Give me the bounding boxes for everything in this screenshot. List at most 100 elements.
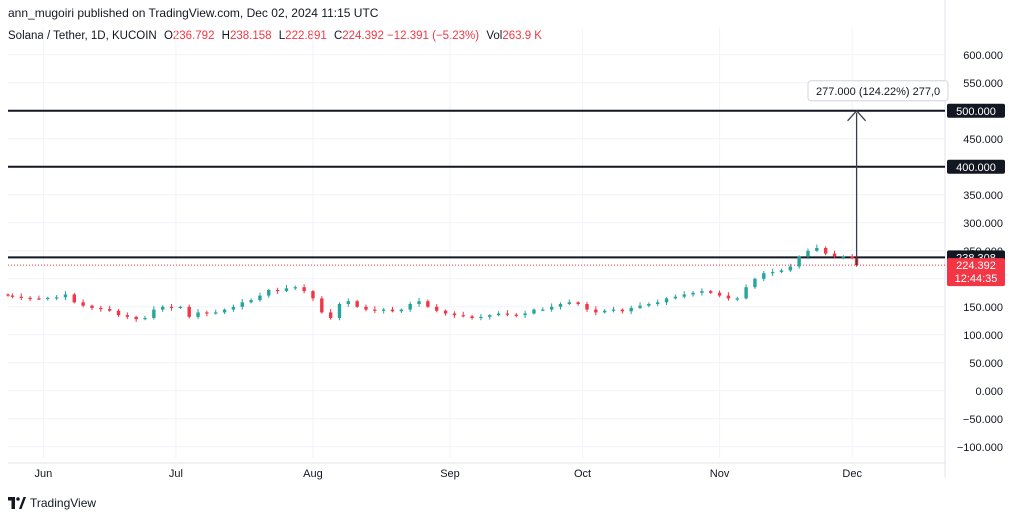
candle-body	[585, 304, 589, 310]
close-label: C	[333, 30, 343, 42]
ohlc-legend: Solana / Tether, 1D, KUCOIN O236.792 H23…	[8, 30, 542, 42]
candle-body	[505, 313, 510, 315]
candle-body	[6, 294, 10, 296]
tradingview-logo-icon	[8, 497, 26, 509]
candle-body	[72, 294, 76, 303]
candle-body	[355, 301, 359, 307]
open-value: 236.792	[172, 30, 215, 42]
y-tick-label: −50.000	[963, 414, 1003, 426]
x-tick-label: Oct	[574, 468, 591, 480]
candle-body	[823, 248, 828, 254]
candle-body	[841, 256, 846, 258]
candle-body	[46, 297, 50, 300]
y-tick-label: 350.000	[963, 190, 1003, 202]
candle-body	[258, 295, 262, 301]
candle-body	[90, 305, 94, 308]
candle-body	[523, 313, 527, 316]
candle-body	[390, 309, 395, 312]
candle-body	[346, 301, 351, 304]
candle-body	[638, 305, 642, 308]
x-tick-label: Dec	[842, 468, 862, 480]
candle-body	[647, 304, 651, 306]
candle-body	[381, 309, 386, 311]
candle-body	[311, 291, 315, 299]
candle-body	[399, 309, 404, 312]
y-tick-label: 50.000	[969, 358, 1003, 370]
candle-body	[214, 312, 218, 314]
candle-body	[452, 313, 457, 316]
price-label-box	[947, 103, 1005, 118]
y-tick-label: −100.000	[957, 442, 1003, 454]
volume-value: 263.9 K	[502, 30, 542, 42]
candle-body	[567, 302, 572, 304]
candle-body	[81, 302, 85, 306]
candle-body	[602, 310, 607, 313]
candle-body	[169, 306, 174, 308]
candle-body	[806, 250, 810, 257]
candle-body	[19, 296, 23, 298]
candle-body	[541, 309, 545, 311]
y-tick-label: 0.000	[975, 386, 1003, 398]
candle-body	[10, 295, 15, 297]
candle-body	[99, 307, 103, 310]
candle-body	[443, 310, 448, 314]
candle-body	[850, 256, 854, 259]
x-tick-label: Aug	[303, 468, 323, 480]
candle-body	[320, 298, 324, 313]
candle-body	[107, 309, 112, 311]
candle-body	[125, 315, 130, 317]
tradingview-branding[interactable]: TradingView	[8, 496, 96, 510]
candle-body	[673, 296, 678, 299]
candle-body	[373, 309, 377, 311]
candle-body	[408, 304, 412, 310]
candle-body	[275, 290, 280, 292]
price-label: 224.392	[956, 260, 996, 272]
candle-body	[753, 278, 757, 288]
candle-body	[682, 294, 686, 297]
candle-body	[664, 298, 669, 303]
price-label-box	[947, 258, 1005, 287]
candle-body	[152, 309, 156, 318]
candle-body	[788, 266, 793, 271]
candle-body	[267, 290, 271, 296]
candle-body	[63, 294, 68, 298]
x-tick-label: Sep	[440, 468, 460, 480]
candle-body	[691, 292, 695, 295]
candle-body	[178, 306, 183, 308]
candle-body	[187, 306, 191, 317]
candle-body	[797, 256, 801, 267]
symbol-title[interactable]: Solana / Tether, 1D, KUCOIN	[8, 30, 157, 42]
candle-body	[532, 309, 536, 314]
candle-body	[815, 248, 819, 251]
candle-body	[700, 291, 704, 293]
candle-body	[302, 287, 306, 292]
candle-body	[762, 273, 766, 279]
candle-body	[116, 310, 121, 316]
publisher-line: ann_mugoiri published on TradingView.com…	[8, 6, 379, 20]
candle-body	[240, 302, 244, 307]
candle-body	[832, 253, 837, 257]
candle-body	[744, 287, 748, 299]
candle-body	[37, 298, 41, 300]
candle-body	[479, 316, 483, 319]
high-value: 238.158	[229, 30, 272, 42]
candle-body	[656, 302, 660, 304]
candle-body	[735, 298, 739, 300]
x-tick-label: Jun	[34, 468, 52, 480]
candle-body	[435, 306, 439, 311]
candle-body	[160, 306, 165, 310]
candle-body	[337, 304, 342, 318]
measure-arrow-head	[847, 109, 867, 122]
candle-body	[709, 291, 713, 293]
candle-body	[779, 270, 784, 273]
volume-label: Vol	[486, 30, 503, 42]
candle-body	[594, 309, 598, 313]
candle-body	[284, 288, 289, 292]
candle-body	[770, 272, 775, 274]
y-tick-label: 150.000	[963, 302, 1003, 314]
y-tick-label: 450.000	[963, 134, 1003, 146]
brand-name: TradingView	[30, 496, 97, 510]
x-tick-label: Jul	[169, 468, 183, 480]
candle-body	[328, 312, 333, 318]
